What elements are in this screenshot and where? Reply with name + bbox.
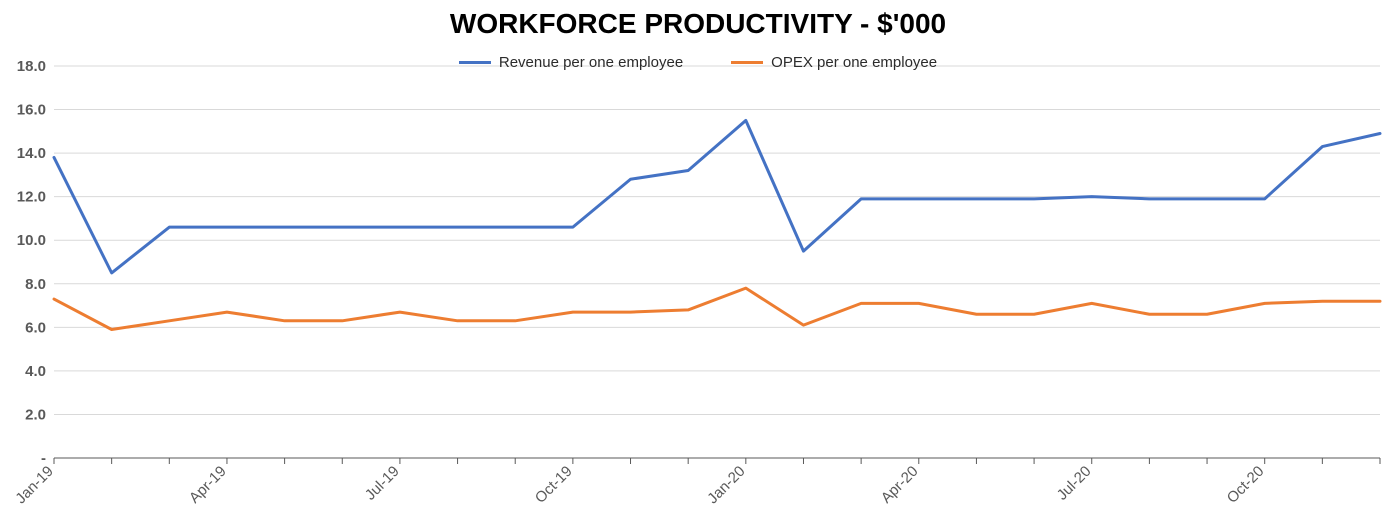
svg-text:Apr-20: Apr-20 (878, 463, 922, 507)
legend-item-0: Revenue per one employee (459, 54, 683, 71)
svg-text:Oct-20: Oct-20 (1224, 463, 1268, 507)
legend-label: Revenue per one employee (499, 54, 683, 71)
legend-label: OPEX per one employee (771, 54, 937, 71)
svg-text:2.0: 2.0 (25, 406, 46, 423)
svg-text:Jan-20: Jan-20 (704, 463, 748, 507)
svg-text:16.0: 16.0 (17, 102, 46, 119)
legend-swatch (459, 61, 491, 64)
productivity-chart: WORKFORCE PRODUCTIVITY - $'000 Revenue p… (0, 0, 1396, 529)
legend-item-1: OPEX per one employee (731, 54, 937, 71)
svg-text:8.0: 8.0 (25, 276, 46, 293)
svg-text:Jul-19: Jul-19 (362, 463, 403, 504)
chart-title: WORKFORCE PRODUCTIVITY - $'000 (0, 8, 1396, 40)
svg-text:4.0: 4.0 (25, 363, 46, 380)
svg-text:12.0: 12.0 (17, 189, 46, 206)
chart-plot-area: -2.04.06.08.010.012.014.016.018.0Jan-19A… (0, 0, 1396, 529)
svg-text:Apr-19: Apr-19 (186, 463, 230, 507)
svg-text:Jan-19: Jan-19 (12, 463, 56, 507)
legend-swatch (731, 61, 763, 64)
svg-text:6.0: 6.0 (25, 319, 46, 336)
svg-text:Jul-20: Jul-20 (1054, 463, 1095, 504)
chart-legend: Revenue per one employee OPEX per one emp… (0, 54, 1396, 71)
svg-text:14.0: 14.0 (17, 145, 46, 162)
svg-text:Oct-19: Oct-19 (532, 463, 576, 507)
svg-text:10.0: 10.0 (17, 232, 46, 249)
